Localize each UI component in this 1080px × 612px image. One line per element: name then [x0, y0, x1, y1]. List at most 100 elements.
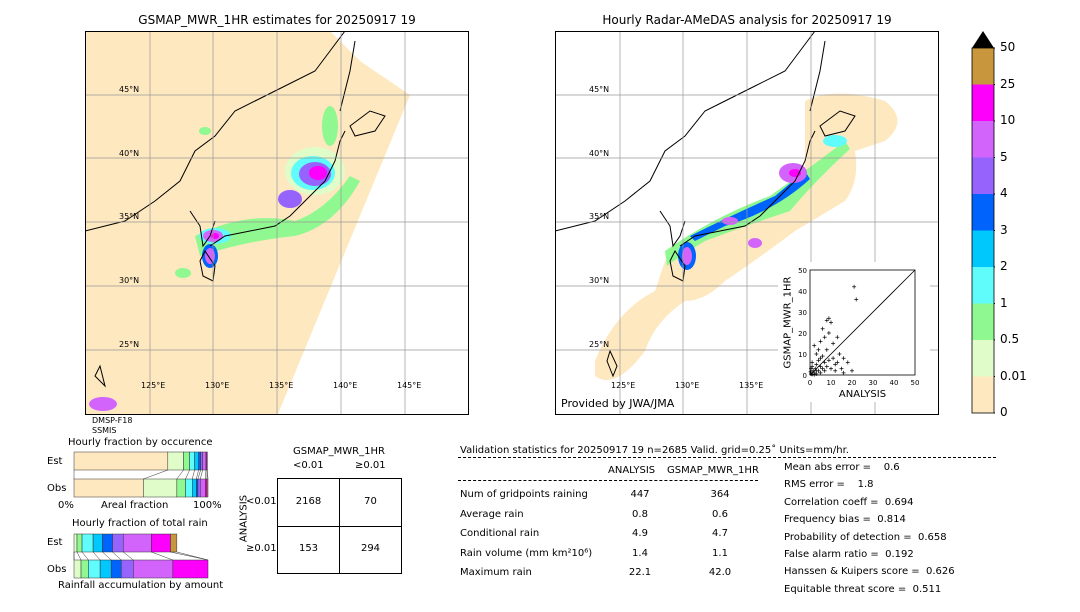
scatter-point	[814, 362, 819, 367]
scatter-point	[822, 360, 827, 365]
connector-line	[123, 551, 134, 561]
lat-label: 25°N	[589, 340, 610, 349]
contingency-row-label: <0.01	[246, 496, 277, 507]
obs-segment	[110, 559, 122, 579]
connector-line	[176, 469, 184, 480]
y-tick-label: 20	[798, 330, 807, 338]
scatter-ylabel: GSMAP_MWR_1HR	[782, 276, 794, 369]
obs-segment	[99, 559, 112, 579]
lat-label: 30°N	[589, 276, 610, 285]
lat-label: 40°N	[589, 149, 610, 158]
scatter-point	[839, 366, 844, 371]
contingency-col-label: <0.01	[293, 460, 324, 471]
stat-value: 4.7	[712, 528, 728, 539]
scatter-point	[814, 368, 819, 373]
scatter-point	[826, 331, 831, 335]
lon-label: 125°E	[611, 381, 636, 390]
stat-value: 0.8	[632, 508, 648, 520]
x-tick-label: 10	[827, 379, 836, 387]
obs-segment	[196, 478, 199, 498]
colorbar-tick-label: 2	[1000, 259, 1008, 273]
lat-label: 45°N	[119, 85, 140, 94]
colorbar-tick-label: 1	[1000, 295, 1008, 310]
y-tick-label: 30	[798, 309, 807, 317]
scatter-point	[845, 360, 850, 365]
obs-segment	[205, 478, 208, 498]
stat-value: 0.6	[712, 508, 728, 520]
total-rain-title: Hourly fraction of total rain	[72, 518, 208, 529]
occurrence-obs-label: Obs	[47, 483, 67, 494]
data-credit: Provided by JWA/JMA	[561, 397, 675, 410]
colorbar	[971, 31, 995, 414]
total-rain-est-label: Est	[47, 537, 63, 548]
est-segment	[102, 533, 113, 553]
est-segment	[122, 533, 152, 553]
obs-segment	[185, 478, 193, 498]
lat-label: 35°N	[119, 212, 140, 221]
lon-label: 130°E	[205, 381, 230, 390]
obs-segment	[200, 478, 206, 498]
score-line: Hanssen & Kuipers score = 0.626	[784, 566, 955, 578]
scatter-point	[812, 372, 817, 377]
stat-label: Rain volume (mm km²10⁶)	[460, 547, 593, 559]
stat-value: 1.4	[632, 547, 648, 559]
connector-line	[196, 469, 199, 480]
left-map-title: GSMAP_MWR_1HR estimates for 20250917 19	[138, 13, 416, 27]
stats-col-gsmap: GSMAP_MWR_1HR	[667, 465, 759, 476]
colorbar-tick-label: 25	[1000, 76, 1016, 91]
colorbar-tick-label: 50	[1000, 40, 1016, 54]
cell-false-alarm: 70	[364, 496, 377, 507]
occurrence-title: Hourly fraction by occurence	[68, 437, 213, 448]
x-tick-label: 30	[869, 379, 878, 387]
scatter-point	[826, 316, 831, 321]
connector-line	[200, 469, 203, 480]
obs-segment	[80, 559, 89, 579]
score-line: False alarm ratio = 0.192	[784, 549, 914, 560]
scatter-point	[820, 354, 825, 359]
obs-segment	[88, 559, 101, 579]
scatter-point	[841, 356, 846, 361]
y-tick-label: 40	[798, 288, 807, 296]
stats-col-analysis: ANALYSIS	[608, 465, 656, 476]
obs-segment	[192, 478, 197, 498]
scatter-point	[816, 358, 821, 363]
scatter-point	[818, 356, 823, 361]
colorbar-bin	[972, 84, 994, 121]
obs-segment	[143, 478, 178, 498]
score-line: Equitable threat score = 0.511	[784, 583, 942, 595]
scatter-point	[833, 362, 838, 367]
sensor-label: DMSP-F18	[92, 416, 133, 425]
stats-header: Validation statistics for 20250917 19 n=…	[460, 445, 849, 456]
scatter-point	[808, 369, 813, 374]
scatter-point	[818, 364, 823, 369]
colorbar-tick-label: 10	[1000, 113, 1016, 127]
scatter-point	[812, 343, 817, 348]
cell-hit-none: 2168	[295, 496, 322, 507]
cell-miss: 153	[298, 543, 319, 554]
scatter-point	[826, 358, 831, 363]
connector-line	[143, 469, 168, 480]
contingency-title: GSMAP_MWR_1HR	[293, 446, 385, 457]
obs-segment	[133, 559, 174, 579]
colorbar-bin	[972, 340, 994, 377]
scatter-point	[822, 368, 827, 373]
colorbar-bin	[972, 157, 994, 194]
est-segment	[183, 451, 190, 471]
score-line: Probability of detection = 0.658	[784, 531, 947, 543]
contingency-col-label: ≥0.01	[355, 460, 386, 471]
cell-hit: 294	[360, 543, 381, 554]
scatter-point	[810, 360, 815, 365]
lat-label: 45°N	[589, 85, 610, 94]
x-tick-label: 0	[808, 379, 812, 387]
colorbar-tick-label: 0.5	[1000, 332, 1020, 346]
x-tick-label: 40	[890, 379, 899, 387]
scatter-point	[837, 352, 842, 356]
est-segment	[151, 533, 171, 553]
connector-line	[197, 469, 201, 480]
stat-label: Maximum rain	[460, 567, 532, 578]
left-map	[85, 31, 469, 415]
est-segment	[170, 533, 178, 553]
connector-line	[192, 469, 195, 480]
connector-line	[185, 469, 190, 480]
